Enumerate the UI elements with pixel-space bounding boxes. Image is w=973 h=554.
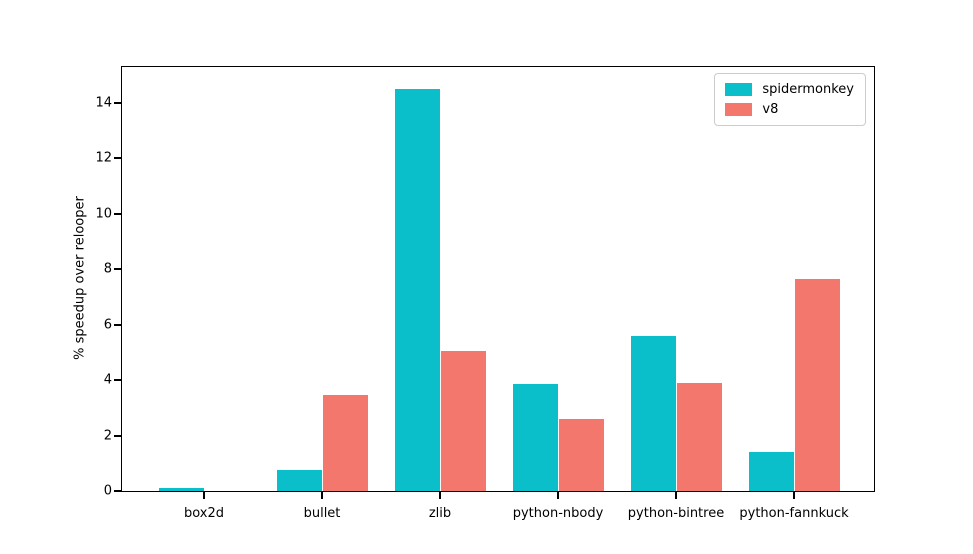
legend-row-spidermonkey: spidermonkey [725, 82, 854, 97]
x-tick [439, 491, 441, 499]
y-tick-label: 0 [103, 483, 112, 499]
x-tick-label: bullet [303, 506, 341, 521]
x-tick-label: zlib [428, 506, 452, 521]
x-tick [203, 491, 205, 499]
y-tick [114, 323, 122, 326]
bar-spidermonkey-bullet [277, 470, 322, 491]
y-tick [114, 268, 122, 271]
x-tick [557, 491, 559, 499]
y-tick-label: 14 [95, 95, 112, 111]
bar-v8-python-bintree [677, 382, 722, 491]
bar-spidermonkey-python-bintree [631, 335, 676, 491]
x-tick-label: python-nbody [512, 506, 604, 521]
x-tick [675, 491, 677, 499]
x-tick [793, 491, 795, 499]
y-tick-label: 6 [103, 317, 112, 333]
y-tick [114, 379, 122, 382]
plot-area: spidermonkey v8 0 2 4 6 8 10 12 14 box2d bullet zli… [95, 66, 875, 521]
legend-swatch-v8 [725, 103, 753, 116]
bar-v8-python-fannkuck [795, 279, 840, 491]
bar-v8-bullet [323, 395, 368, 491]
y-tick-label: 2 [103, 428, 112, 444]
bar-spidermonkey-box2d [159, 488, 204, 491]
y-tick [114, 434, 122, 437]
y-tick [114, 490, 122, 492]
y-tick-label: 4 [103, 372, 112, 388]
legend: spidermonkey v8 [714, 73, 866, 126]
bar-v8-zlib [441, 351, 486, 491]
x-tick [321, 491, 323, 499]
legend-label-spidermonkey: spidermonkey [762, 82, 854, 97]
bar-v8-python-nbody [559, 418, 604, 491]
x-tick-label: box2d [183, 506, 225, 521]
x-tick-label: python-fannkuck [739, 506, 849, 521]
bar-spidermonkey-python-nbody [513, 384, 558, 491]
legend-label-v8: v8 [762, 102, 779, 117]
x-tick-label: python-bintree [627, 506, 725, 521]
y-tick-label: 12 [95, 150, 112, 166]
bar-spidermonkey-python-fannkuck [749, 452, 794, 491]
legend-row-v8: v8 [725, 102, 854, 117]
y-tick [114, 102, 122, 105]
y-tick-label: 10 [95, 206, 112, 222]
y-axis-label: % speedup over relooper [72, 196, 88, 360]
y-tick-label: 8 [103, 261, 112, 277]
y-tick [114, 157, 122, 160]
y-tick [114, 212, 122, 215]
bar-spidermonkey-zlib [395, 89, 440, 491]
legend-swatch-spidermonkey [725, 83, 753, 96]
